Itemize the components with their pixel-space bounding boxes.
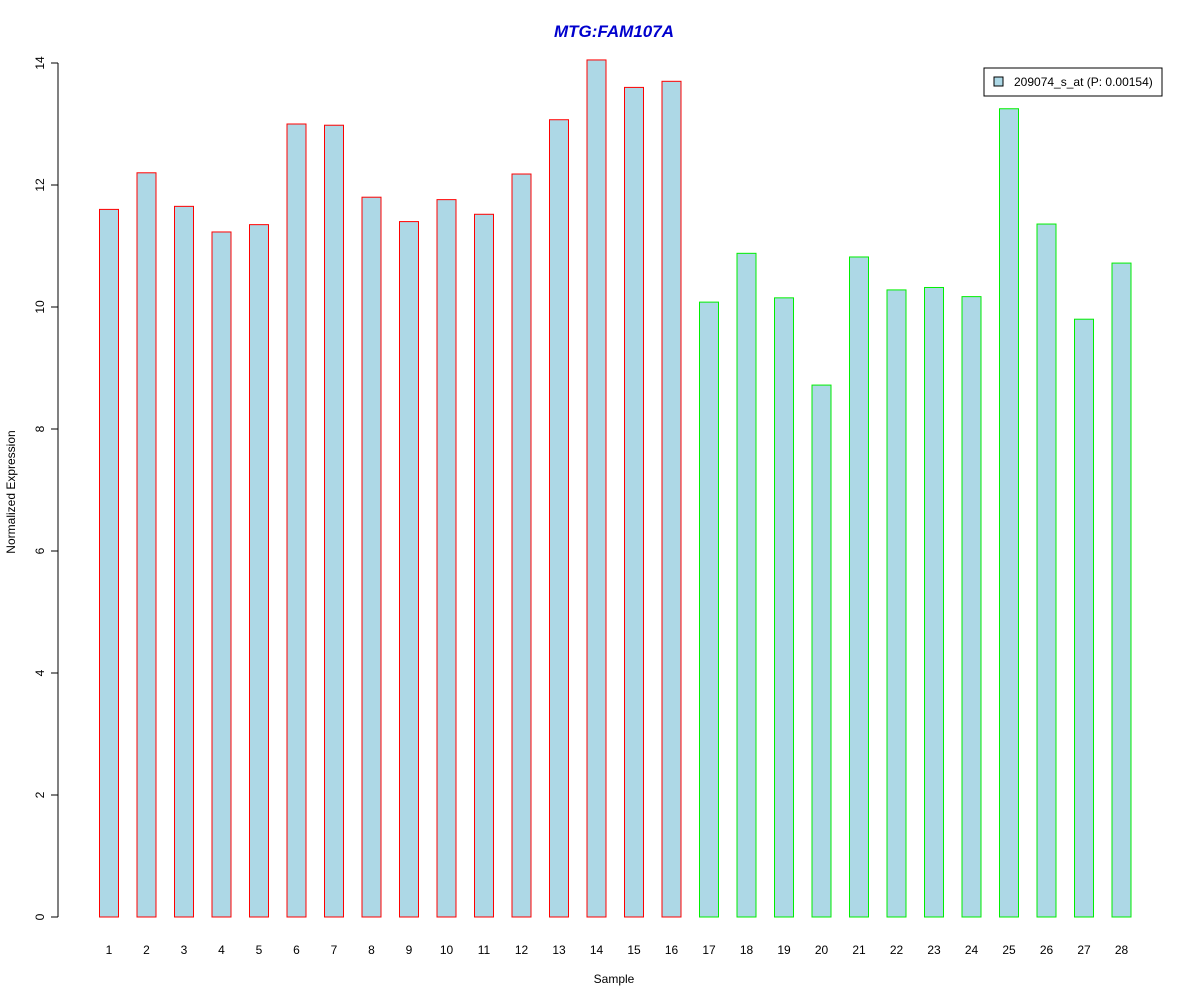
bar (999, 108, 1019, 918)
bar (549, 119, 569, 918)
bar (849, 256, 869, 918)
x-tick-label: 18 (740, 943, 754, 957)
x-tick-label: 2 (143, 943, 150, 957)
x-tick-label: 12 (515, 943, 529, 957)
x-axis-label: Sample (594, 972, 635, 986)
x-tick-label: 10 (440, 943, 454, 957)
bar (436, 199, 457, 918)
legend: 209074_s_at (P: 0.00154) (983, 67, 1163, 97)
bar (699, 301, 719, 918)
x-tick-label: 5 (256, 943, 263, 957)
x-tick-label: 21 (852, 943, 866, 957)
bar (924, 286, 944, 918)
bar (174, 205, 194, 918)
bar (99, 208, 119, 918)
x-tick-label: 7 (331, 943, 338, 957)
y-tick-label: 2 (33, 791, 47, 798)
x-tick-label: 16 (665, 943, 679, 957)
bar (661, 80, 682, 918)
legend-label: 209074_s_at (P: 0.00154) (1014, 75, 1153, 89)
y-tick-label: 14 (33, 56, 47, 70)
x-tick-label: 24 (965, 943, 979, 957)
x-tick-label: 1 (106, 943, 113, 957)
y-tick-label: 4 (33, 669, 47, 676)
x-tick-label: 8 (368, 943, 375, 957)
bar (136, 172, 157, 918)
x-tick-label: 6 (293, 943, 300, 957)
y-tick-label: 12 (33, 178, 47, 192)
x-tick-label: 14 (590, 943, 604, 957)
bar (586, 59, 607, 918)
bar (361, 196, 382, 918)
x-tick-label: 3 (181, 943, 188, 957)
chart-title: MTG:FAM107A (554, 22, 674, 41)
x-tick-label: 22 (890, 943, 904, 957)
bar (1074, 318, 1094, 918)
bar (511, 173, 532, 918)
x-tick-label: 13 (552, 943, 566, 957)
bar (249, 224, 269, 918)
x-tick-label: 20 (815, 943, 829, 957)
bar (774, 297, 794, 918)
x-tick-label: 25 (1002, 943, 1016, 957)
bar (624, 86, 644, 918)
bar (211, 231, 232, 918)
x-tick-label: 19 (777, 943, 791, 957)
y-axis: 0 2 4 6 8 10 12 14 (33, 56, 59, 920)
bar (474, 213, 494, 918)
y-tick-label: 10 (33, 300, 47, 314)
bar (1036, 223, 1057, 918)
bar (736, 252, 757, 918)
bar (399, 221, 419, 918)
bar (1111, 262, 1132, 918)
x-tick-label: 23 (927, 943, 941, 957)
bar (886, 289, 907, 918)
x-tick-label: 11 (478, 943, 491, 957)
y-tick-label: 6 (33, 547, 47, 554)
x-tick-label: 26 (1040, 943, 1054, 957)
legend-box (983, 67, 1163, 97)
x-tick-label: 15 (627, 943, 641, 957)
y-tick-label: 0 (33, 913, 47, 920)
bar (324, 124, 344, 918)
x-tick-label: 9 (406, 943, 413, 957)
x-tick-labels: 1 2 3 4 5 6 7 8 9 10 11 12 13 14 15 16 17 18 19 20 21 22 23 24 2… (106, 943, 1129, 957)
x-tick-label: 27 (1077, 943, 1091, 957)
y-tick-label: 8 (33, 425, 47, 432)
x-tick-label: 4 (218, 943, 225, 957)
bar (811, 384, 832, 918)
x-tick-label: 17 (702, 943, 716, 957)
bars (99, 59, 1132, 918)
legend-swatch (993, 76, 1004, 87)
x-tick-label: 28 (1115, 943, 1129, 957)
bar (961, 296, 982, 918)
bar (286, 123, 307, 918)
y-axis-label: Normalized Expression (4, 430, 18, 553)
